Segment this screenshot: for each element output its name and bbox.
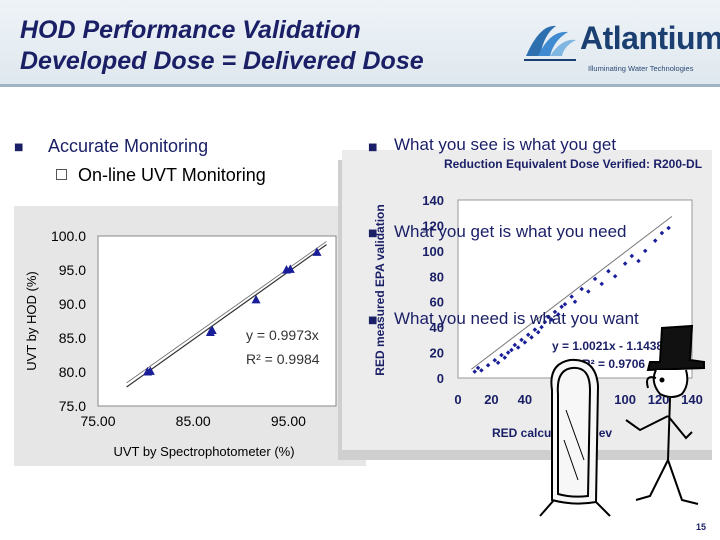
bullet-square-icon: ■ [14,142,24,153]
y-tick-label: 80.0 [59,364,86,380]
bullet-accurate-monitoring: Accurate Monitoring [48,136,209,156]
y-axis-label: UVT by HOD (%) [24,271,39,370]
trendline-r2: R² = 0.9984 [246,351,320,367]
x-axis-label: UVT by Spectrophotometer (%) [113,444,294,459]
x-tick-label: 20 [484,392,498,407]
data-point [642,248,648,254]
reference-line [126,241,327,384]
y-axis-label: RED measured EPA validation [373,204,387,375]
data-point [599,281,605,287]
x-tick-label: 0 [454,392,461,407]
y-tick-label: 140 [422,193,444,208]
x-tick-label: 140 [681,392,703,407]
header-divider [0,84,720,87]
trendline-equation: y = 1.0021x - 1.1438 [552,339,663,353]
red-verification-chart: Reduction Equivalent Dose Verified: R200… [342,150,712,450]
logo-tagline: Illuminating Water Technologies [588,64,694,73]
data-point [512,342,518,348]
y-tick-label: 90.0 [59,296,86,312]
uvt-correlation-chart-svg: 100.0 95.0 90.0 85.0 80.0 75.075.00 85.00 95.00… [24,228,337,459]
data-point [509,347,514,353]
bullet-get-need: What you get is what you need [394,222,627,241]
trendline [126,244,327,388]
slide-title-line-2: Developed Dose = Delivered Dose [20,47,424,75]
data-point [285,264,295,273]
x-tick-label: 85.00 [176,413,211,429]
logo-name: Atlantium [580,20,720,56]
trendline-equation: y = 0.9973x [246,327,319,343]
data-point [622,261,628,266]
y-tick-label: 100 [422,244,444,259]
data-point [472,369,477,374]
data-point [207,325,217,335]
y-tick-label: 0 [437,371,444,386]
x-tick-label: 100 [614,392,636,407]
plot-area [457,199,693,379]
y-tick-label: 80 [430,269,444,284]
data-point [495,360,501,366]
checkbox-icon [56,169,67,180]
data-point [502,355,508,360]
slide-title-line-1: HOD Performance Validation [20,16,361,44]
bullet-square-icon: ■ [368,315,378,326]
y-tick-label: 95.0 [59,262,86,278]
uvt-correlation-chart: 100.0 95.0 90.0 85.0 80.0 75.0 75.00 85.00 95.00… [14,206,366,466]
atlantium-logo: Atlantium Illuminating Water Technologie… [520,14,720,76]
data-point [312,247,322,256]
y-tick-label: 120 [422,218,444,233]
y-tick-label: 40 [430,320,444,335]
data-point [485,363,491,368]
data-point [636,258,641,264]
trendline-r2: R² = 0.9706 [582,357,645,371]
bullet-need-want: What you need is what you want [394,309,639,328]
x-tick-label: 95.00 [271,413,306,429]
data-point [535,329,541,335]
data-point [475,365,481,371]
data-point [145,366,155,375]
x-tick-label: 40 [518,392,532,407]
x-tick-label: 75.00 [80,413,115,429]
bullet-square-icon: ■ [368,228,378,239]
data-point [479,368,484,373]
sub-bullet-uvt-monitoring: On-line UVT Monitoring [78,165,266,185]
y-tick-label: 85.0 [59,330,86,346]
y-tick-label: 60 [430,295,444,310]
mirror-figure-icon [539,324,705,517]
slide-header [0,0,720,86]
y-tick-label: 20 [430,346,444,361]
bullet-square-icon: ■ [368,142,378,153]
y-tick-label: 75.0 [59,398,86,414]
data-point [251,294,261,304]
data-point [652,238,658,243]
chart-title: Reduction Equivalent Dose Verified: R200… [444,157,702,171]
page-number: 15 [696,522,707,532]
plot-area [97,235,337,407]
bullet-see-get: What you see is what you get [394,135,617,154]
trendline [471,215,673,370]
atlantium-logo-icon [524,25,576,61]
y-tick-label: 100.0 [51,228,86,244]
